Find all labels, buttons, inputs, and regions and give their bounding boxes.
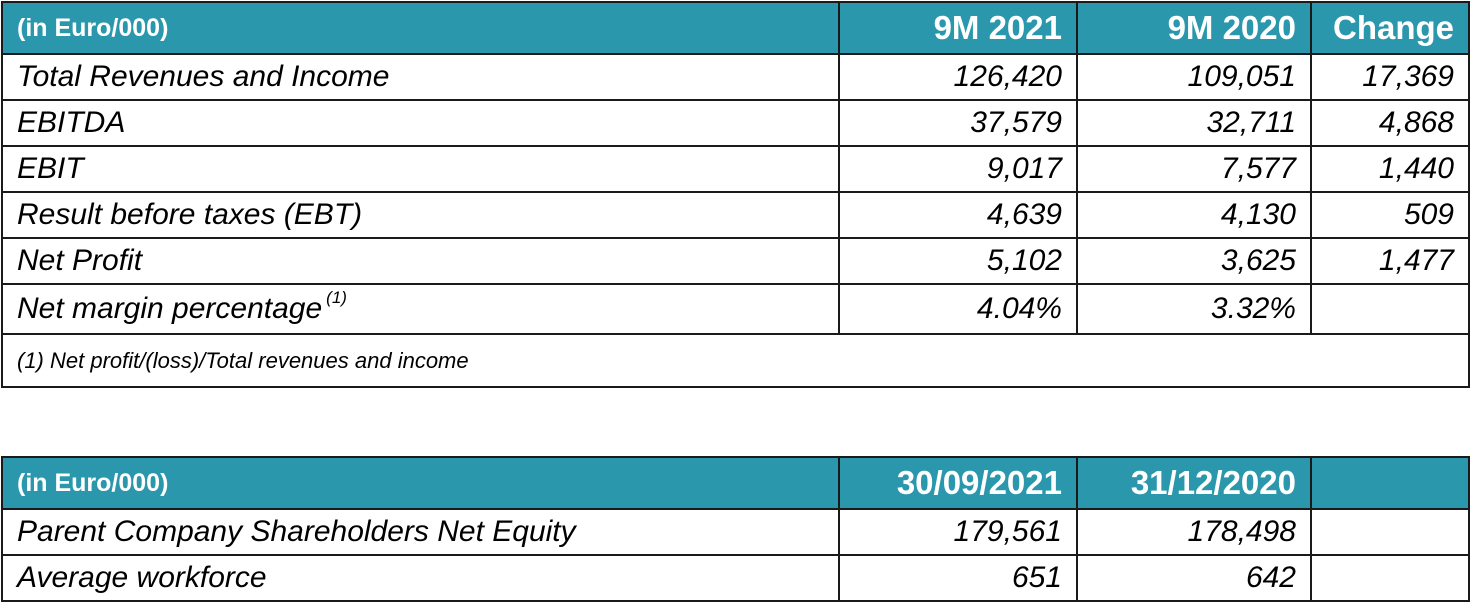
unit-header: (in Euro/000) — [1, 456, 840, 510]
value-change: 1,440 — [1310, 145, 1470, 193]
unit-header: (in Euro/000) — [1, 1, 840, 55]
column-header-empty — [1310, 456, 1470, 510]
row-label: Total Revenues and Income — [1, 53, 840, 101]
table-row: EBITDA 37,579 32,711 4,868 — [1, 99, 1470, 147]
value-change: 17,369 — [1310, 53, 1470, 101]
value-30-09-2021: 651 — [838, 554, 1078, 602]
footnote-row: (1) Net profit/(loss)/Total revenues and… — [1, 333, 1470, 388]
value-30-09-2021: 179,561 — [838, 508, 1078, 556]
table-row: Parent Company Shareholders Net Equity 1… — [1, 508, 1470, 556]
value-change: 1,477 — [1310, 237, 1470, 285]
table-row: EBIT 9,017 7,577 1,440 — [1, 145, 1470, 193]
footnote: (1) Net profit/(loss)/Total revenues and… — [1, 333, 1470, 388]
value-9m-2021: 4.04% — [838, 283, 1078, 335]
row-label: EBIT — [1, 145, 840, 193]
row-label: Parent Company Shareholders Net Equity — [1, 508, 840, 556]
table-header-row: (in Euro/000) 9M 2021 9M 2020 Change — [1, 1, 1470, 55]
value-9m-2020: 32,711 — [1076, 99, 1312, 147]
table-row: Total Revenues and Income 126,420 109,05… — [1, 53, 1470, 101]
row-label: EBITDA — [1, 99, 840, 147]
equity-workforce-table: (in Euro/000) 30/09/2021 31/12/2020 Pare… — [1, 456, 1470, 602]
column-header-31-12-2020: 31/12/2020 — [1076, 456, 1312, 510]
value-9m-2020: 3,625 — [1076, 237, 1312, 285]
value-empty — [1310, 508, 1470, 556]
value-9m-2020: 4,130 — [1076, 191, 1312, 239]
value-9m-2021: 5,102 — [838, 237, 1078, 285]
value-9m-2021: 37,579 — [838, 99, 1078, 147]
value-change — [1310, 283, 1470, 335]
value-31-12-2020: 178,498 — [1076, 508, 1312, 556]
row-label: Net Profit — [1, 237, 840, 285]
column-header-9m-2020: 9M 2020 — [1076, 1, 1312, 55]
table-row: Net margin percentage (1) 4.04% 3.32% — [1, 283, 1470, 335]
value-change: 509 — [1310, 191, 1470, 239]
value-9m-2021: 4,639 — [838, 191, 1078, 239]
table-row: Net Profit 5,102 3,625 1,477 — [1, 237, 1470, 285]
value-9m-2020: 3.32% — [1076, 283, 1312, 335]
column-header-9m-2021: 9M 2021 — [838, 1, 1078, 55]
value-9m-2020: 7,577 — [1076, 145, 1312, 193]
table-header-row: (in Euro/000) 30/09/2021 31/12/2020 — [1, 456, 1470, 510]
row-label: Average workforce — [1, 554, 840, 602]
row-label: Result before taxes (EBT) — [1, 191, 840, 239]
value-change: 4,868 — [1310, 99, 1470, 147]
value-9m-2021: 9,017 — [838, 145, 1078, 193]
table-row: Result before taxes (EBT) 4,639 4,130 50… — [1, 191, 1470, 239]
value-9m-2020: 109,051 — [1076, 53, 1312, 101]
column-header-change: Change — [1310, 1, 1470, 55]
column-header-30-09-2021: 30/09/2021 — [838, 456, 1078, 510]
row-label-cell: Net margin percentage (1) — [1, 283, 840, 335]
footnote-marker: (1) — [326, 288, 347, 307]
financial-results-table: (in Euro/000) 9M 2021 9M 2020 Change Tot… — [1, 1, 1470, 388]
table-row: Average workforce 651 642 — [1, 554, 1470, 602]
value-empty — [1310, 554, 1470, 602]
value-9m-2021: 126,420 — [838, 53, 1078, 101]
value-31-12-2020: 642 — [1076, 554, 1312, 602]
row-label: Net margin percentage — [17, 292, 323, 325]
